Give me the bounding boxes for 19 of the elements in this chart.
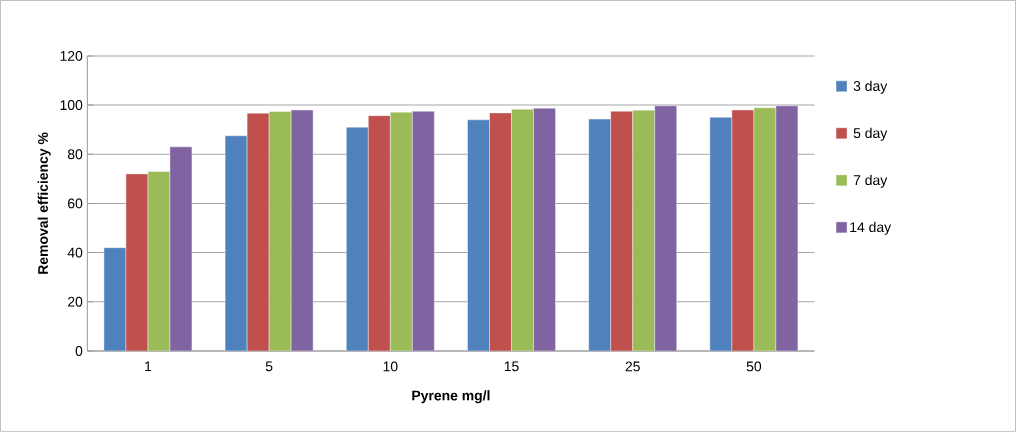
y-tick-label: 100 <box>60 100 83 111</box>
y-tick-label: 20 <box>68 296 83 307</box>
y-axis-title: Removal efficiency % <box>37 132 51 274</box>
x-tick-label: 15 <box>504 361 519 372</box>
x-tick-label: 25 <box>625 361 640 372</box>
legend-label: 3 day <box>853 80 888 94</box>
legend-label: 14 day <box>850 221 892 235</box>
x-tick-label: 10 <box>383 361 398 372</box>
x-tick-label: 1 <box>145 361 152 372</box>
y-tick-label: 80 <box>67 149 83 160</box>
y-tick-label: 60 <box>68 198 83 209</box>
x-tick-label: 5 <box>265 361 273 372</box>
y-tick-label: 120 <box>60 51 83 61</box>
x-axis-title: Pyrene mg/l <box>412 390 490 404</box>
y-tick-label: 40 <box>67 247 83 258</box>
y-tick-label: 0 <box>75 346 83 356</box>
legend-label: 7 day <box>853 174 888 188</box>
legend-label: 5 day <box>853 127 888 141</box>
x-tick-label: 50 <box>746 361 762 372</box>
